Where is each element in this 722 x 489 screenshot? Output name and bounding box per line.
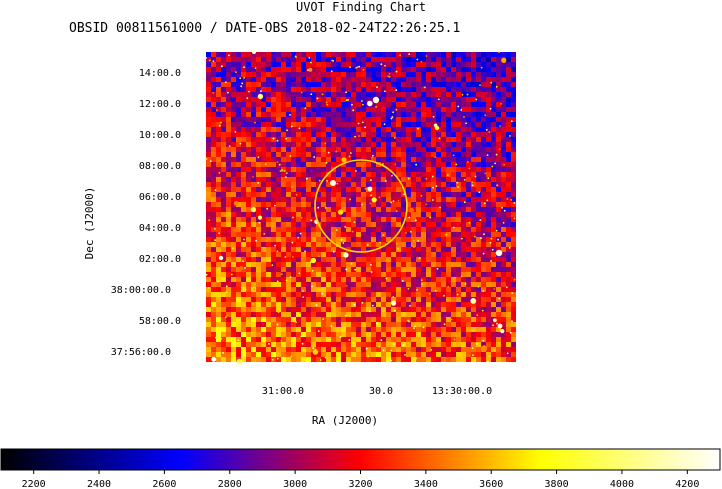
y-tick-label: 04:00.0 (139, 223, 181, 234)
y-tick-label: 38:00:00.0 (111, 285, 171, 296)
y-tick-label: 10:00.0 (139, 130, 181, 141)
x-tick-label: 31:00.0 (262, 386, 304, 397)
x-tick-label: 30.0 (369, 386, 393, 397)
colorbar-tick-label: 2400 (87, 479, 111, 489)
chart-title: UVOT Finding Chart (296, 0, 426, 14)
x-tick-label: 13:30:00.0 (432, 386, 492, 397)
colorbar-tick-labels: 2200 2400 2600 2800 3000 3200 3400 3600 3800 4000… (22, 470, 699, 489)
y-tick-label: 58:00.0 (139, 316, 181, 327)
colorbar-tick-label: 3800 (545, 479, 569, 489)
y-tick-label: 14:00.0 (139, 68, 181, 79)
y-axis-label: Dec (J2000) (83, 187, 96, 260)
colorbar-tick-label: 3200 (348, 479, 372, 489)
y-tick-label: 37:56:00.0 (111, 347, 171, 358)
y-tick-label: 02:00.0 (139, 254, 181, 265)
colorbar-tick-label: 3600 (479, 479, 503, 489)
chart-subtitle: OBSID 00811561000 / DATE-OBS 2018-02-24T… (69, 21, 460, 36)
colorbar (0, 448, 721, 471)
x-axis-tick-labels: 31:00.0 30.0 13:30:00.0 (262, 386, 492, 397)
colorbar-tick-label: 4200 (675, 479, 699, 489)
target-region-circle (314, 159, 408, 253)
colorbar-tick-label: 3000 (283, 479, 307, 489)
x-axis-label: RA (J2000) (312, 414, 378, 427)
colorbar-tick-label: 3400 (414, 479, 438, 489)
colorbar-tick-label: 2600 (152, 479, 176, 489)
sky-image (205, 50, 516, 365)
y-axis-tick-labels: 14:00.0 12:00.0 10:00.0 08:00.0 06:00.0 … (111, 68, 181, 358)
y-tick-label: 08:00.0 (139, 161, 181, 172)
colorbar-tick-label: 4000 (610, 479, 634, 489)
colorbar-tick-label: 2800 (218, 479, 242, 489)
y-tick-label: 06:00.0 (139, 192, 181, 203)
colorbar-tick-label: 2200 (22, 479, 46, 489)
y-tick-label: 12:00.0 (139, 99, 181, 110)
sky-image-noise (206, 52, 516, 362)
